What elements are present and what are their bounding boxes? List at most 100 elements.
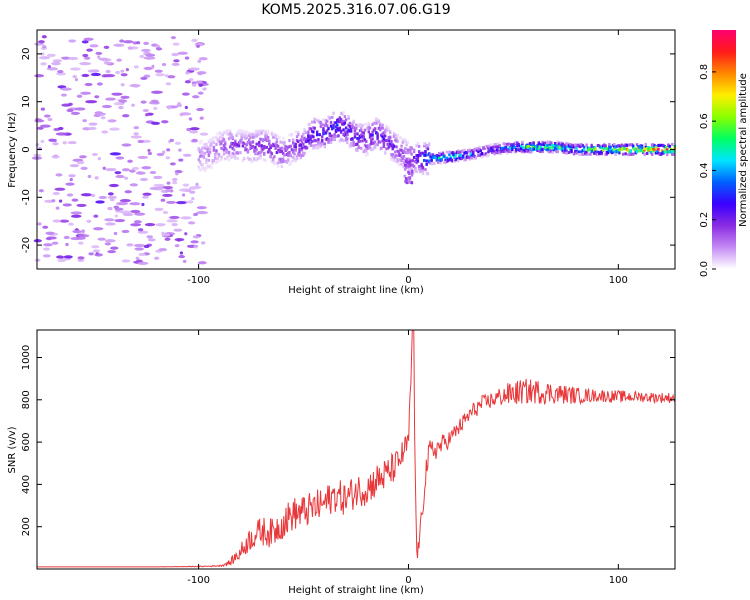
- spectrogram-noise-cell: [196, 206, 207, 210]
- spectrogram-noise-cell: [147, 151, 152, 156]
- spectrogram-ridge-cell: [260, 149, 263, 153]
- spectrogram-ridge-cell: [295, 157, 299, 161]
- spectrogram-ridge-cell: [526, 149, 529, 153]
- spectrogram-ridge-cell: [608, 149, 611, 153]
- spectrogram-ridge-cell: [284, 147, 287, 151]
- spectrogram-noise-cell: [104, 242, 111, 246]
- spectrogram-ridge-cell: [407, 168, 411, 172]
- spectrogram-ridge-cell: [618, 148, 621, 152]
- spectrogram-ridge-cell: [289, 144, 292, 148]
- spectrogram-ridge-cell: [463, 151, 466, 155]
- spectrogram-ridge-cell: [504, 149, 508, 153]
- spectrogram-noise-cell: [63, 255, 73, 259]
- spectrogram-ridge-cell: [567, 151, 571, 155]
- spectrogram-ridge-cell: [390, 153, 393, 157]
- spectrogram-ridge-cell: [397, 151, 401, 155]
- spectrogram-ridge-cell: [409, 145, 412, 149]
- spectrogram-ridge-cell: [613, 147, 616, 151]
- spectrogram-ridge-cell: [589, 152, 592, 156]
- spectrogram-ridge-cell: [281, 151, 285, 155]
- spectrogram-ridge-cell: [302, 152, 305, 156]
- spectrogram-ridge-cell: [448, 150, 451, 154]
- spectrogram-ridge-cell: [328, 138, 331, 142]
- spectrogram-ridge-cell: [479, 149, 483, 153]
- spectrogram-ridge-cell: [548, 146, 552, 150]
- spectrogram-ridge-cell: [385, 124, 388, 128]
- spectrogram-noise-cell: [68, 39, 77, 43]
- spectrogram-ridge-cell: [409, 150, 412, 154]
- spectrogram-ridge-cell: [626, 149, 630, 153]
- spectrogram-noise-cell: [136, 41, 141, 45]
- spectrogram-ridge-cell: [215, 135, 218, 139]
- spectrogram-ridge-cell: [247, 138, 251, 142]
- spectrogram-ridge-cell: [353, 135, 357, 139]
- spectrogram-noise-cell: [110, 246, 119, 250]
- spectrogram-noise-cell: [171, 222, 178, 227]
- spectrogram-ridge-cell: [319, 121, 323, 125]
- spectrogram-ridge-cell: [216, 137, 219, 141]
- spectrogram-ridge-cell: [352, 120, 355, 124]
- spectrogram-ridge-cell: [540, 142, 543, 146]
- spectrogram-ridge-cell: [410, 159, 413, 163]
- spectrogram-ridge-cell: [293, 152, 296, 156]
- spectrogram-ridge-cell: [361, 130, 364, 134]
- spectrogram-ridge-cell: [366, 122, 369, 126]
- spectrogram-noise-cell: [189, 130, 199, 134]
- spectrogram-noise-cell: [51, 241, 59, 245]
- spectrogram-ridge-cell: [349, 142, 353, 146]
- spectrogram-ridge-cell: [314, 118, 318, 122]
- spectrogram-ridge-cell: [328, 134, 331, 138]
- spectrogram-noise-cell: [160, 120, 169, 124]
- spectrogram-noise-cell: [113, 102, 124, 106]
- spectrogram-noise-cell: [70, 111, 80, 115]
- spectrogram-ridge-cell: [363, 128, 367, 132]
- spectrogram-noise-cell: [141, 202, 145, 207]
- spectrogram-ridge-cell: [308, 138, 311, 142]
- spectrogram-ridge-cell: [463, 158, 466, 162]
- spectrogram-ridge-cell: [222, 152, 226, 156]
- spectrogram-ridge-cell: [580, 143, 583, 147]
- spectrogram-ridge-cell: [323, 145, 326, 149]
- spectrogram-ridge-cell: [477, 147, 480, 151]
- spectrogram-ridge-cell: [416, 154, 420, 158]
- spectrogram-noise-cell: [145, 53, 156, 57]
- spectrogram-ridge-cell: [324, 119, 328, 123]
- spectrogram-ridge-cell: [279, 157, 282, 161]
- spectrogram-ridge-cell: [604, 152, 607, 156]
- spectrogram-ridge-cell: [313, 117, 316, 121]
- spectrogram-ridge-cell: [487, 150, 490, 154]
- spectrogram-ridge-cell: [370, 141, 373, 145]
- spectrogram-ridge-cell: [672, 152, 675, 156]
- spectrogram-ridge-cell: [275, 134, 279, 138]
- spectrogram-ridge-cell: [426, 144, 430, 148]
- spectrogram-ridge-cell: [553, 146, 557, 150]
- spectrogram-ridge-cell: [207, 140, 211, 144]
- spectrogram-ridge-cell: [644, 144, 648, 148]
- spectrogram-ridge-cell: [470, 156, 474, 160]
- spectrogram-noise-cell: [82, 53, 89, 58]
- spectrogram-noise-cell: [103, 45, 110, 49]
- spectrogram-ridge-cell: [572, 145, 576, 149]
- spectrogram-ridge-cell: [655, 149, 659, 153]
- spectrogram-ridge-cell: [504, 146, 508, 150]
- spectrogram-noise-cell: [82, 119, 87, 123]
- spectrogram-ridge-cell: [419, 169, 422, 173]
- spectrogram-noise-cell: [180, 216, 192, 220]
- colorbar-tick-label: 0.8: [699, 64, 710, 80]
- spectrogram-ridge-cell: [304, 140, 308, 144]
- spectrogram-ridge-cell: [280, 146, 284, 150]
- spectrogram-ridge-cell: [220, 141, 223, 145]
- spectrogram-ridge-cell: [264, 135, 267, 139]
- spectrogram-ridge-cell: [217, 137, 221, 141]
- spectrogram-noise-cell: [62, 141, 67, 145]
- spectrogram-noise-cell: [92, 249, 101, 253]
- spectrogram-noise-cell: [151, 64, 155, 68]
- spectrogram-ridge-cell: [421, 171, 425, 175]
- spectrogram-ridge-cell: [240, 135, 243, 139]
- snr-ytick-label: 800: [21, 390, 32, 409]
- spectrogram-ridge-cell: [310, 120, 314, 124]
- spectrogram-ridge-cell: [288, 145, 291, 149]
- spectrogram-ridge-cell: [327, 115, 330, 119]
- spectrogram-noise-cell: [161, 62, 167, 67]
- spectrogram-ridge-cell: [404, 147, 407, 151]
